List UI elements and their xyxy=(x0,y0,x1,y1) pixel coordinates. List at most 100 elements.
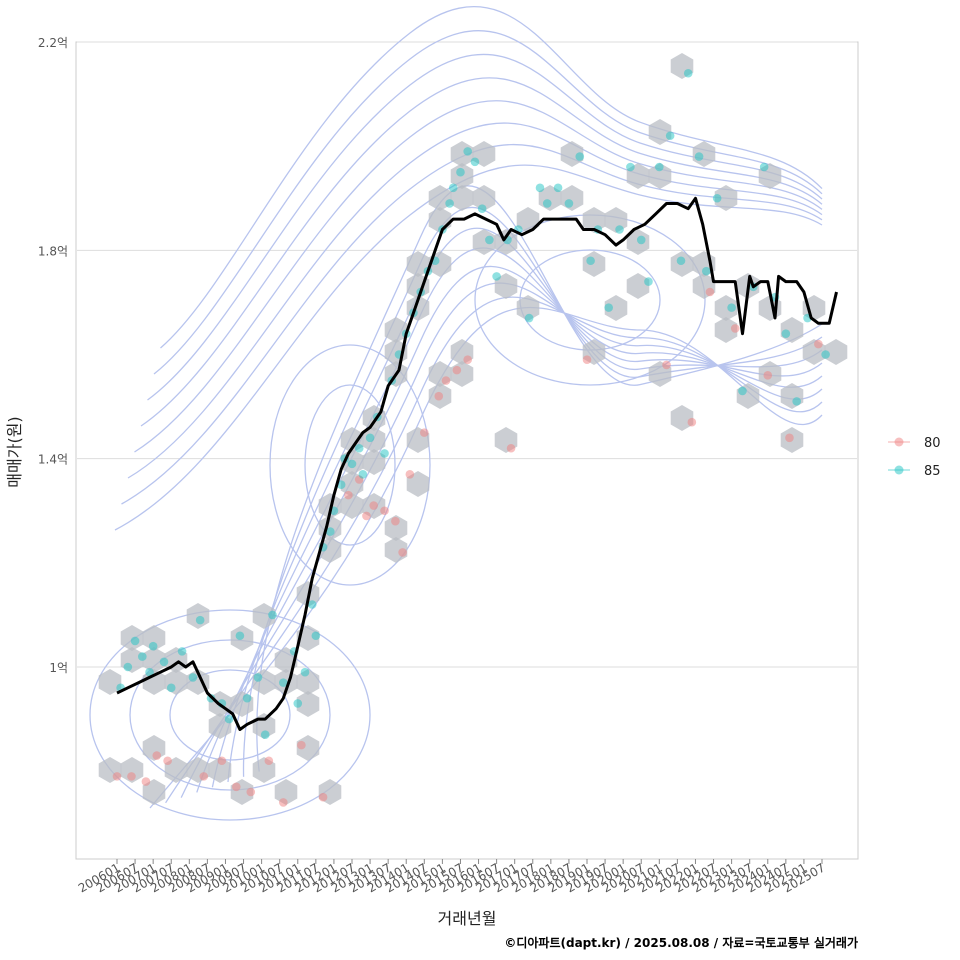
moving-average-line xyxy=(116,196,838,731)
point-80 xyxy=(362,511,371,521)
point-80 xyxy=(814,339,823,349)
point-85 xyxy=(586,256,595,266)
density-contour xyxy=(147,53,823,401)
hexbin-cell xyxy=(670,405,694,431)
point-80 xyxy=(763,371,773,380)
point-80 xyxy=(264,756,274,766)
point-85 xyxy=(145,667,154,677)
y-tick-label: 2.2억 xyxy=(38,36,68,50)
point-85 xyxy=(445,199,454,208)
y-axis-ticks: 1억 1.4억 1.8억 2.2억 xyxy=(38,36,68,675)
hexbin-cell xyxy=(142,647,166,673)
hexbin-cell xyxy=(362,449,386,475)
point-85 xyxy=(293,699,303,708)
line-series xyxy=(116,196,838,731)
point-85 xyxy=(615,225,624,234)
point-85 xyxy=(159,657,169,667)
density-contour xyxy=(140,77,823,427)
point-85 xyxy=(463,147,472,156)
point-80 xyxy=(420,428,429,437)
point-85 xyxy=(781,329,791,338)
point-85 xyxy=(470,157,480,167)
point-80 xyxy=(405,469,415,479)
point-85 xyxy=(326,527,335,536)
hexbin-cell xyxy=(516,295,540,321)
point-80 xyxy=(730,324,740,333)
point-85 xyxy=(553,183,563,193)
point-85 xyxy=(792,397,801,406)
point-85 xyxy=(448,183,458,193)
density-contour xyxy=(269,344,431,586)
point-80 xyxy=(398,548,407,557)
point-80 xyxy=(434,391,444,401)
point-85 xyxy=(358,469,368,479)
point-85 xyxy=(138,652,147,661)
point-85 xyxy=(307,600,317,609)
density-contour xyxy=(89,609,371,821)
point-85 xyxy=(123,662,133,672)
point-80 xyxy=(582,355,592,365)
point-85 xyxy=(354,443,364,453)
density-contour xyxy=(134,100,823,453)
hexbin-cell xyxy=(384,317,408,343)
point-85 xyxy=(564,199,574,208)
point-85 xyxy=(485,235,494,245)
legend: 80 85 xyxy=(888,436,941,479)
source-caption: ©디아파트(dapt.kr) / 2025.08.08 / 자료=국토교통부 실… xyxy=(504,935,858,950)
point-85 xyxy=(821,350,830,359)
point-80 xyxy=(344,490,353,500)
hexbin-cell xyxy=(648,163,672,189)
hexbin-cell xyxy=(274,779,298,805)
point-80 xyxy=(785,433,794,443)
point-80 xyxy=(112,772,122,781)
point-85 xyxy=(492,272,501,281)
point-85 xyxy=(665,131,675,141)
y-tick-label: 1.8억 xyxy=(38,244,68,258)
point-85 xyxy=(604,303,613,312)
point-85 xyxy=(336,480,346,490)
hexbin-cell xyxy=(252,603,276,629)
legend-label-80: 80 xyxy=(924,436,941,451)
legend-item-80: 80 xyxy=(888,436,941,451)
density-contour xyxy=(165,296,823,804)
point-80 xyxy=(369,501,378,510)
density-contour xyxy=(169,669,291,761)
point-80 xyxy=(152,751,162,760)
point-85 xyxy=(235,631,245,641)
point-85 xyxy=(347,459,357,469)
point-85 xyxy=(268,610,277,620)
point-85 xyxy=(676,256,686,266)
density-contour xyxy=(211,247,823,788)
point-85 xyxy=(636,235,646,245)
point-80 xyxy=(279,798,288,807)
x-axis-title: 거래년월 xyxy=(438,909,497,928)
hexbin-cell xyxy=(120,757,144,783)
point-85 xyxy=(365,433,375,443)
point-85 xyxy=(535,183,545,193)
hexbin-cell xyxy=(714,185,738,211)
point-85 xyxy=(242,693,252,703)
point-85 xyxy=(727,303,736,312)
point-80 xyxy=(141,777,151,786)
gridlines xyxy=(77,41,857,668)
point-80 xyxy=(199,772,209,781)
hexbin-cell xyxy=(340,493,364,519)
density-contour xyxy=(129,639,331,791)
point-85 xyxy=(130,636,140,646)
point-80 xyxy=(391,516,400,526)
point-80 xyxy=(217,756,227,766)
scatter-points xyxy=(112,68,830,807)
point-85 xyxy=(542,199,552,208)
point-85 xyxy=(626,162,635,172)
y-tick-label: 1억 xyxy=(49,661,68,675)
hexbin-cell xyxy=(604,295,628,321)
density-contour xyxy=(153,30,823,375)
point-80 xyxy=(705,287,715,297)
point-85 xyxy=(177,647,187,656)
hexbin-cell xyxy=(560,141,584,167)
point-85 xyxy=(188,673,198,682)
point-85 xyxy=(195,615,205,625)
density-contour xyxy=(149,306,823,809)
point-85 xyxy=(524,313,534,323)
